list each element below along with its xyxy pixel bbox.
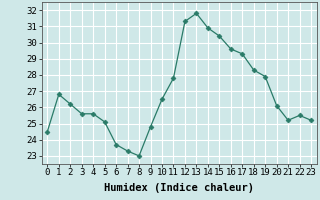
X-axis label: Humidex (Indice chaleur): Humidex (Indice chaleur)	[104, 183, 254, 193]
